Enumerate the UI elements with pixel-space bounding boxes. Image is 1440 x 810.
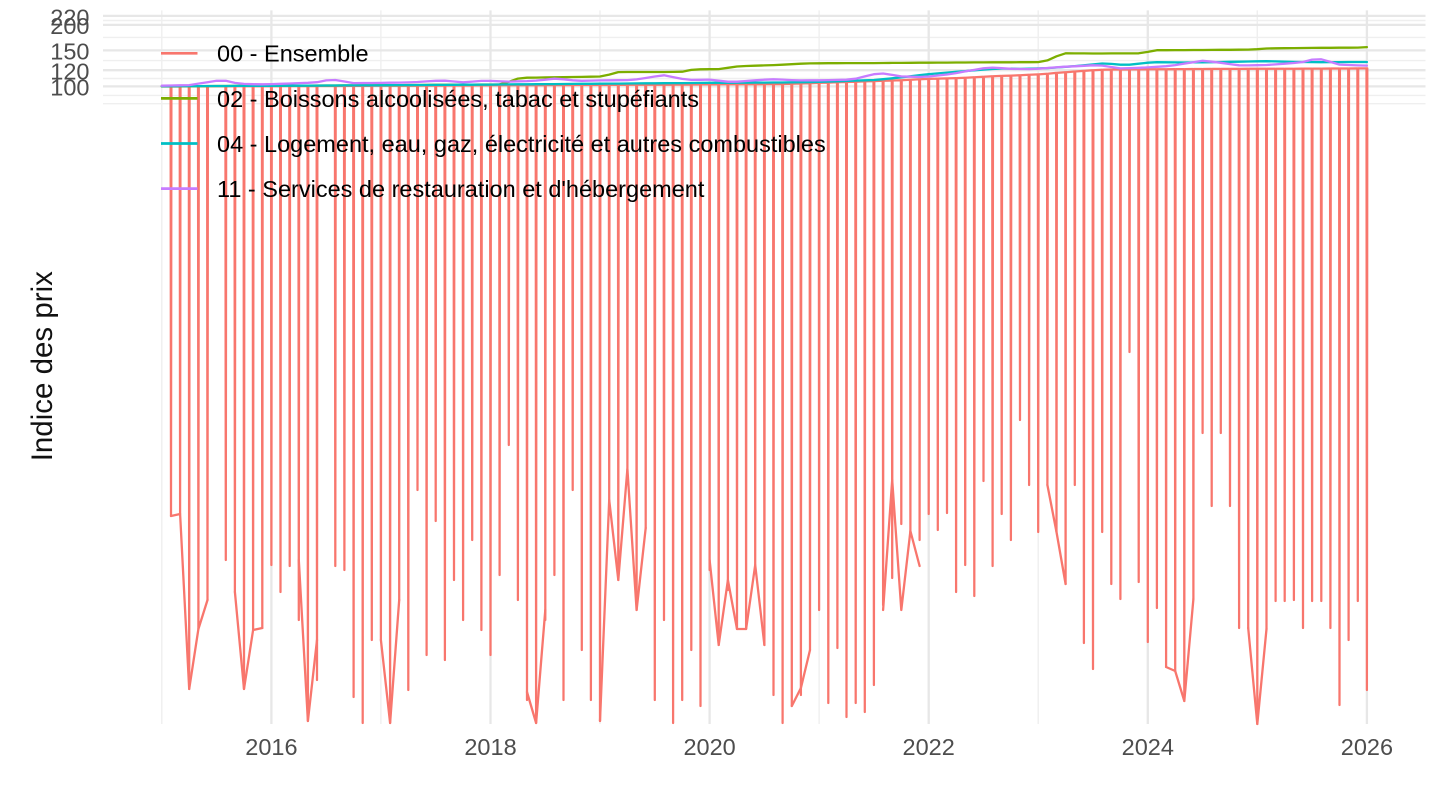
svg-text:2020: 2020	[683, 734, 735, 760]
svg-text:2022: 2022	[903, 734, 955, 760]
svg-text:2018: 2018	[464, 734, 516, 760]
svg-text:02 - Boissons alcoolisées, tab: 02 - Boissons alcoolisées, tabac et stup…	[217, 86, 699, 112]
svg-text:2024: 2024	[1122, 734, 1174, 760]
svg-text:100: 100	[50, 75, 89, 101]
svg-text:11 - Services de restauration: 11 - Services de restauration et d'héber…	[217, 176, 705, 202]
svg-text:2026: 2026	[1341, 734, 1393, 760]
svg-text:220: 220	[50, 4, 89, 30]
svg-text:2016: 2016	[245, 734, 297, 760]
svg-text:200: 200	[50, 13, 89, 39]
svg-text:150: 150	[50, 39, 89, 65]
svg-text:120: 120	[50, 59, 89, 85]
svg-text:Indice des prix: Indice des prix	[26, 271, 59, 461]
svg-text:04 - Logement, eau, gaz, élect: 04 - Logement, eau, gaz, électricité et …	[217, 131, 826, 157]
svg-text:00 - Ensemble: 00 - Ensemble	[217, 41, 369, 67]
